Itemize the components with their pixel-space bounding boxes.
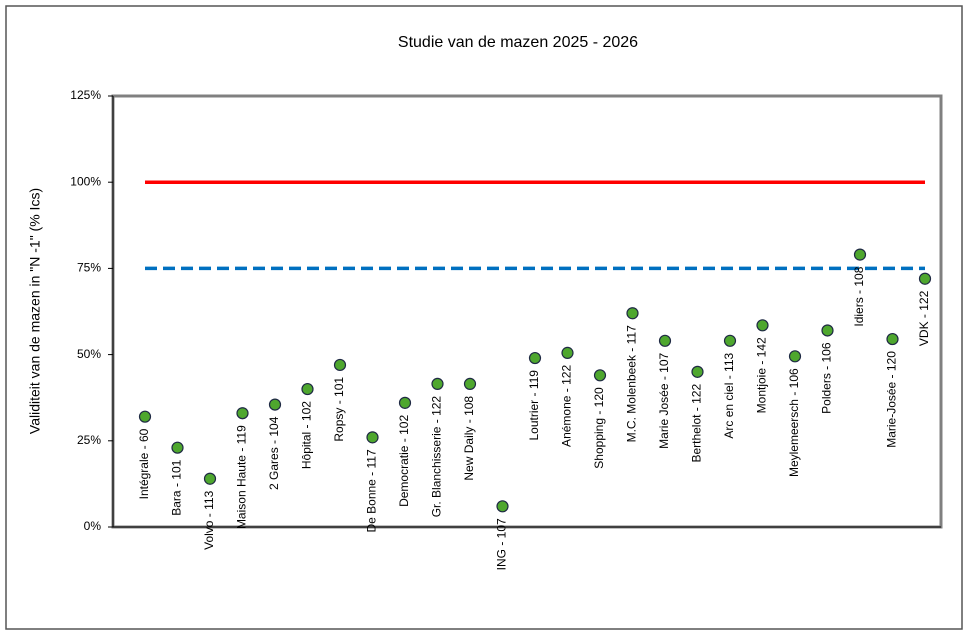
category-label: Polders - 106 — [820, 342, 834, 414]
point — [333, 358, 347, 372]
point — [561, 346, 574, 359]
category-label: Marie-Josée - 120 — [885, 351, 899, 448]
category-label: Bara - 101 — [170, 459, 184, 515]
point — [496, 500, 509, 513]
y-tick-label: 100% — [70, 174, 101, 188]
category-label: Montjoie - 142 — [755, 337, 769, 413]
y-tick-label: 0% — [84, 519, 102, 533]
category-label: Anémone - 122 — [560, 365, 574, 447]
point — [821, 324, 834, 337]
category-label: 2 Gares - 104 — [267, 416, 281, 490]
y-tick-label: 75% — [77, 261, 101, 275]
y-tick-label: 50% — [77, 347, 101, 361]
category-label: Berthelot - 122 — [690, 384, 704, 463]
category-label: New Daily - 108 — [462, 396, 476, 481]
point — [431, 377, 444, 391]
category-label: Democratie - 102 — [397, 415, 411, 507]
category-label: Meylemeersch - 106 — [787, 368, 801, 477]
point — [203, 472, 217, 485]
point — [593, 369, 607, 382]
point — [853, 248, 867, 261]
category-label: Gr. Blanchisserie - 122 — [430, 396, 444, 518]
point — [398, 396, 412, 409]
category-label: ING - 107 — [495, 518, 509, 570]
point — [236, 407, 249, 420]
category-label: M.C. Molenbeek - 117 — [625, 325, 639, 442]
point — [171, 441, 184, 454]
point — [463, 377, 477, 391]
point — [723, 334, 737, 347]
category-label: Idiers - 108 — [852, 266, 866, 326]
category-label: Hôpital - 102 — [300, 401, 314, 469]
category-label: Shopping - 120 — [592, 387, 606, 469]
point — [756, 319, 769, 332]
category-label: Volvo - 113 — [202, 490, 216, 549]
category-label: De Bonne - 117 — [365, 449, 379, 532]
category-label: Ropsy - 101 — [332, 377, 346, 442]
point — [138, 410, 152, 423]
point — [268, 398, 282, 411]
point — [528, 351, 542, 365]
point — [918, 272, 932, 285]
chart-title: Studie van de mazen 2025 - 2026 — [398, 34, 638, 51]
point — [886, 332, 899, 346]
category-label: VDK - 122 — [917, 290, 931, 346]
point — [658, 334, 672, 347]
category-label: Arc en ciel - 113 — [722, 352, 736, 438]
point — [626, 307, 639, 320]
y-tick-label: 125% — [70, 88, 101, 102]
category-label: Maison Haute - 119 — [235, 425, 249, 529]
category-label: Marie Josée - 107 — [657, 352, 671, 448]
point — [691, 365, 704, 378]
y-axis-label: Validiteit van de mazen in "N -1" (% Ics… — [27, 188, 43, 434]
category-label: Intégrale - 60 — [137, 428, 151, 499]
point — [366, 431, 379, 444]
point — [788, 350, 802, 363]
point — [301, 382, 314, 396]
y-tick-label: 25% — [77, 433, 101, 447]
frame — [5, 5, 963, 630]
category-label: Loutrier - 119 — [527, 370, 541, 441]
